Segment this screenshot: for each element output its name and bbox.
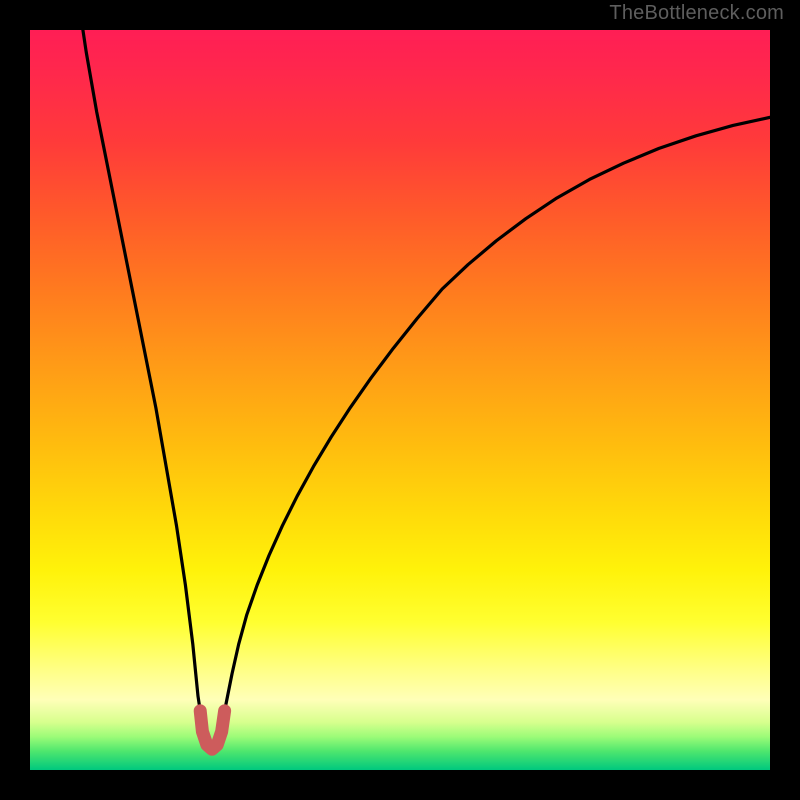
- chart-background: [30, 30, 770, 770]
- page-root: TheBottleneck.com: [0, 0, 800, 800]
- chart-svg: [30, 30, 770, 770]
- bottleneck-chart: [30, 30, 770, 770]
- watermark-text: TheBottleneck.com: [609, 2, 784, 25]
